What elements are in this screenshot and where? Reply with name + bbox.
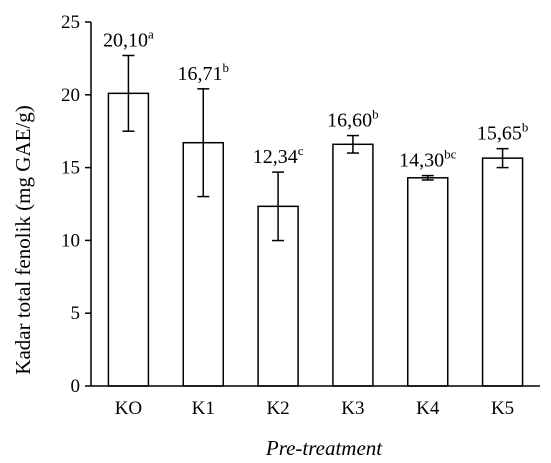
bar-k3: [332, 143, 374, 387]
bar-k5: [481, 157, 524, 387]
data-label: 12,34c: [253, 143, 304, 168]
x-tick-label: K2: [266, 398, 289, 419]
bar-ko: [107, 92, 150, 387]
x-tick-label: K1: [192, 398, 215, 419]
data-label: 14,30bc: [399, 147, 457, 172]
y-tick-label: 5: [71, 303, 81, 324]
y-axis-title: Kadar total fenolik (mg GAE/g): [11, 105, 35, 374]
data-label: 16,71b: [178, 60, 230, 85]
x-tick-label: K5: [491, 398, 514, 419]
data-label-superscript: c: [298, 143, 304, 158]
data-label-value: 12,34: [253, 146, 298, 168]
y-tick-label: 10: [61, 230, 80, 251]
data-label-superscript: b: [372, 107, 379, 122]
data-label-value: 16,71: [178, 63, 223, 85]
x-axis-title: Pre-treatment: [265, 436, 383, 460]
x-tick-label: KO: [115, 398, 142, 419]
y-tick-label: 15: [61, 158, 80, 179]
y-tick-label: 20: [61, 85, 80, 106]
data-label-value: 14,30: [399, 150, 444, 172]
data-label-superscript: b: [522, 120, 529, 135]
x-tick-label: K4: [416, 398, 440, 419]
y-tick-label: 0: [71, 376, 81, 397]
data-label: 15,65b: [477, 120, 529, 145]
y-tick-label: 25: [61, 12, 80, 33]
data-label-superscript: b: [223, 60, 230, 75]
axes: 0 5 10 15 20 25 KO K1 K2 K3 K4 K5: [61, 12, 540, 419]
data-label-value: 16,60: [327, 110, 372, 132]
data-label-superscript: bc: [444, 147, 457, 162]
x-tick-label: K3: [341, 398, 364, 419]
data-label-superscript: a: [148, 26, 154, 41]
data-label-value: 20,10: [103, 29, 148, 51]
data-label: 20,10a: [103, 26, 154, 51]
data-label: 16,60b: [327, 107, 379, 132]
data-label-value: 15,65: [477, 123, 522, 145]
bar-k4: [407, 177, 449, 387]
